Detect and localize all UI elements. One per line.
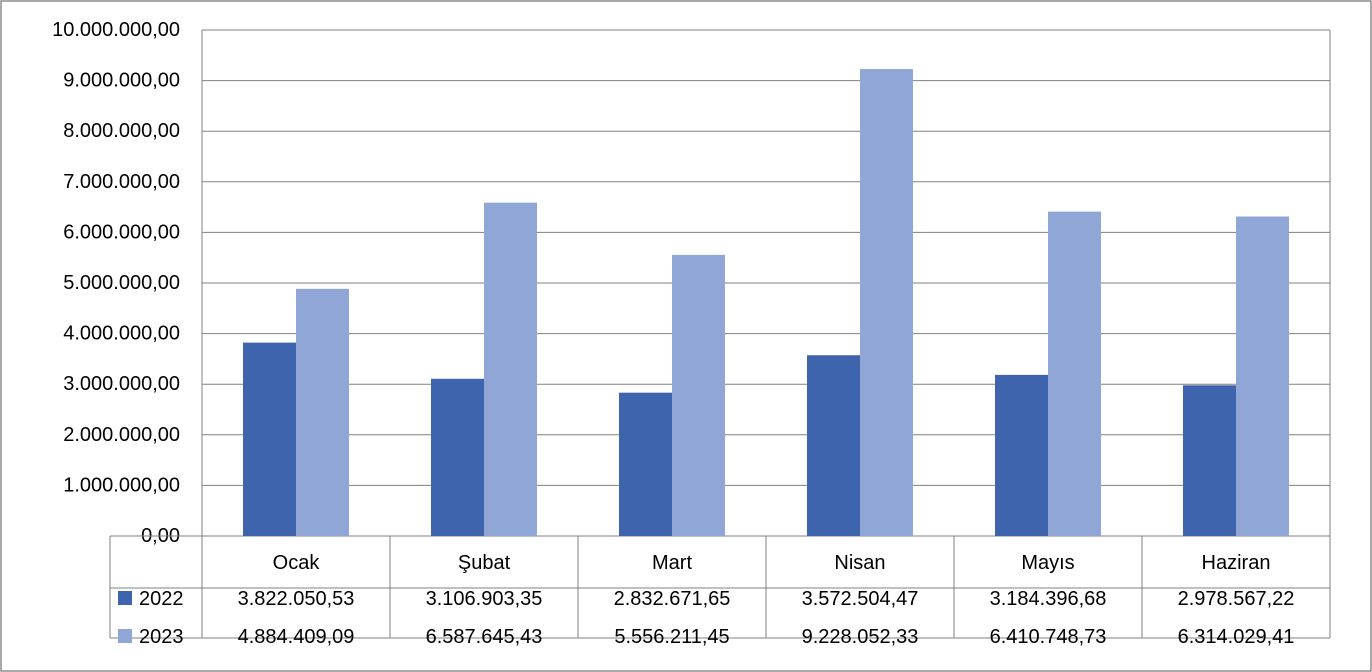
data-table-cell: 9.228.052,33: [802, 626, 919, 648]
data-table-cell: 6.587.645,43: [426, 626, 543, 648]
bars: [243, 69, 1289, 537]
bar-2022-Mayıs: [995, 374, 1048, 536]
y-tick-label: 1.000.000,00: [63, 474, 180, 496]
data-table-cell: 6.410.748,73: [990, 626, 1107, 648]
x-tick-label: Nisan: [834, 552, 885, 574]
data-table-cell: 5.556.211,45: [614, 626, 729, 648]
data-table-cell: 3.106.903,35: [426, 588, 543, 610]
y-tick-label: 5.000.000,00: [63, 272, 180, 294]
bar-2022-Haziran: [1183, 385, 1236, 536]
bar-2023-Şubat: [484, 202, 537, 536]
data-table-cell: 3.572.504,47: [802, 588, 919, 610]
bar-2022-Mart: [619, 392, 672, 536]
bar-2022-Ocak: [243, 342, 296, 536]
bar-2023-Haziran: [1236, 216, 1289, 536]
x-tick-label: Şubat: [458, 552, 511, 574]
legend-label-2022: 2022: [139, 588, 184, 610]
bar-2023-Nisan: [860, 69, 913, 537]
data-table-cell: 2.832.671,65: [614, 588, 731, 610]
x-tick-label: Haziran: [1202, 552, 1271, 574]
data-table-cell: 6.314.029,41: [1178, 626, 1295, 648]
data-table-cell: 4.884.409,09: [238, 626, 355, 648]
y-tick-label: 2.000.000,00: [63, 424, 180, 446]
y-tick-label: 3.000.000,00: [63, 373, 180, 395]
data-table: Ocak Şubat Mart Nisan Mayıs Haziran 2022 3.822.…: [109, 535, 1330, 648]
x-tick-label: Ocak: [273, 552, 321, 574]
legend-key-2023: [118, 629, 132, 643]
legend-label-2023: 2023: [139, 626, 184, 648]
y-axis: 0,001.000.000,002.000.000,003.000.000,00…: [52, 19, 1331, 638]
legend-key-2022: [118, 591, 132, 605]
y-tick-label: 10.000.000,00: [52, 19, 180, 41]
data-table-cell: 3.822.050,53: [238, 588, 355, 610]
data-table-cell: 3.184.396,68: [990, 588, 1107, 610]
x-tick-label: Mart: [652, 552, 692, 574]
y-tick-label: 8.000.000,00: [63, 120, 180, 142]
y-tick-label: 7.000.000,00: [63, 171, 180, 193]
x-tick-label: Mayıs: [1021, 552, 1074, 574]
bar-2023-Ocak: [296, 288, 349, 536]
y-tick-label: 6.000.000,00: [63, 221, 180, 243]
bar-2023-Mayıs: [1048, 211, 1101, 536]
bar-2022-Şubat: [431, 378, 484, 536]
bar-2022-Nisan: [807, 355, 860, 536]
bar-2023-Mart: [672, 254, 725, 536]
y-tick-label: 4.000.000,00: [63, 323, 180, 345]
data-table-cell: 2.978.567,22: [1178, 588, 1295, 610]
y-tick-label: 9.000.000,00: [63, 70, 180, 92]
